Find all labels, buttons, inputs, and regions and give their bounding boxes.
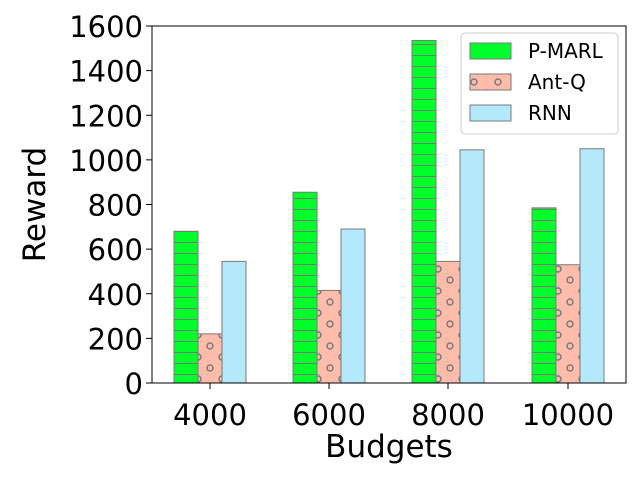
legend-swatch-p-marl [469,42,512,60]
bar-p-marl-10000 [531,207,557,384]
bar-rnn-6000 [340,228,366,384]
bar-rnn-4000 [221,260,247,384]
x-tick-label: 8000 [411,398,485,432]
bar-ant-q-4000 [197,333,223,384]
bar-ant-q-6000 [316,289,342,384]
y-tick-label: 200 [88,322,143,356]
legend-swatch-rnn [469,104,512,122]
bar-rnn-10000 [579,148,605,384]
y-tick-label: 1600 [69,10,143,44]
bar-p-marl-6000 [292,191,318,384]
y-tick-label: 1200 [69,99,143,133]
legend-swatch-ant-q [469,73,512,91]
y-tick-label: 800 [88,189,143,223]
legend: P-MARL Ant-Q RNN [460,32,619,135]
y-tick-label: 400 [88,278,143,312]
y-tick-label: 1400 [69,55,143,89]
bar-ant-q-8000 [435,260,461,384]
legend-label-ant-q: Ant-Q [528,70,586,94]
y-tick-label: 1000 [69,144,143,178]
bar-rnn-8000 [459,149,485,384]
x-tick-label: 6000 [292,398,366,432]
y-tick-label: 600 [88,233,143,267]
legend-label-p-marl: P-MARL [528,39,604,63]
x-axis-title: Budgets [325,429,453,465]
x-tick-label: 4000 [173,398,247,432]
x-tick-label: 10000 [522,398,614,432]
bar-p-marl-8000 [411,40,437,384]
bar-p-marl-4000 [173,230,199,384]
bar-ant-q-10000 [555,264,581,384]
legend-label-rnn: RNN [528,101,572,125]
y-tick-label: 0 [125,367,143,401]
y-axis-title: Reward [17,147,53,262]
